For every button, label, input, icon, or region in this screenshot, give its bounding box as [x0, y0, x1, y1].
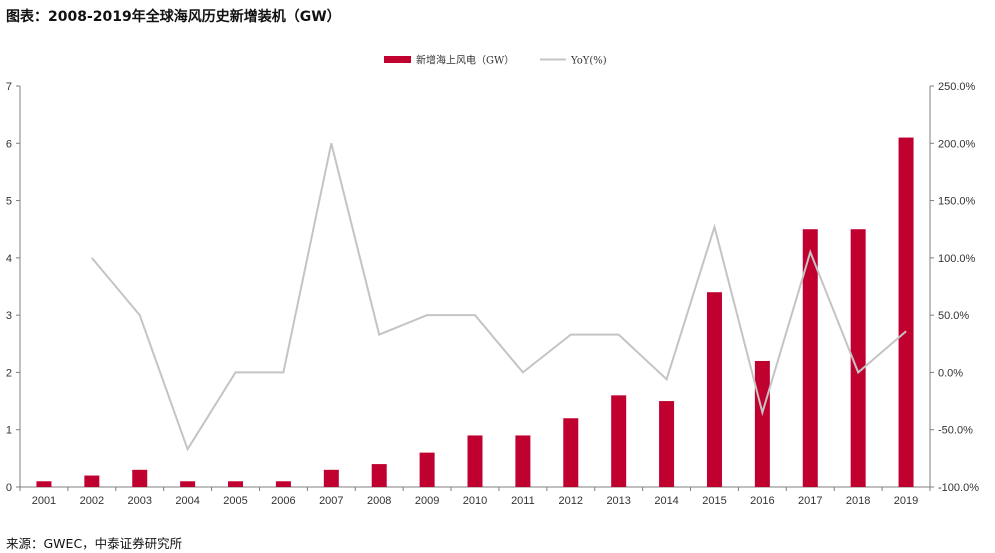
bar — [228, 481, 244, 487]
x-tick-label: 2015 — [702, 495, 726, 507]
right-tick-label: 0.0% — [938, 367, 963, 379]
bar — [467, 435, 483, 487]
x-tick-label: 2016 — [750, 495, 774, 507]
bar — [898, 137, 914, 488]
bar — [323, 469, 339, 487]
legend-line-label: YoY(%) — [570, 56, 607, 67]
left-tick-label: 6 — [6, 138, 12, 150]
x-tick-label: 2005 — [223, 495, 247, 507]
bar — [515, 435, 531, 487]
left-tick-label: 4 — [6, 253, 12, 265]
bar — [611, 395, 627, 487]
x-tick-label: 2003 — [127, 495, 151, 507]
x-tick-label: 2014 — [654, 495, 678, 507]
x-tick-label: 2018 — [846, 495, 870, 507]
x-tick-label: 2012 — [559, 495, 583, 507]
line-series — [91, 143, 907, 452]
legend-bar-swatch — [384, 56, 411, 63]
right-tick-label: 150.0% — [938, 196, 976, 208]
bar — [36, 481, 52, 487]
chart-axes: 0 1 2 3 4 5 6 7 -100.0% -50.0% 0.0% 50.0% 100.0% 150.… — [6, 81, 979, 507]
x-tick-label: 2008 — [367, 495, 391, 507]
left-tick-label: 0 — [6, 482, 12, 494]
right-tick-label: 200.0% — [938, 138, 976, 150]
yoy-line — [91, 143, 907, 452]
bar — [84, 475, 100, 487]
left-tick-label: 5 — [6, 196, 12, 208]
bar — [132, 469, 148, 487]
bar — [180, 481, 196, 487]
chart-legend: 新增海上风电（GW） YoY(%) — [384, 54, 607, 67]
legend-bar-label: 新增海上风电（GW） — [416, 54, 514, 67]
left-tick-label: 3 — [6, 310, 12, 322]
x-tick-label: 2007 — [319, 495, 343, 507]
right-tick-label: 250.0% — [938, 81, 976, 93]
left-tick-label: 1 — [6, 425, 12, 437]
x-tick-label: 2002 — [80, 495, 104, 507]
bar-series — [36, 137, 914, 488]
x-tick-label: 2009 — [415, 495, 439, 507]
bar — [419, 452, 435, 487]
right-tick-label: 100.0% — [938, 253, 976, 265]
source-note: 来源：GWEC，中泰证券研究所 — [6, 536, 183, 551]
bar — [659, 401, 675, 487]
bar — [706, 292, 722, 487]
right-tick-label: -50.0% — [938, 425, 973, 437]
x-tick-label: 2019 — [894, 495, 918, 507]
bar — [563, 418, 579, 487]
x-tick-label: 2010 — [463, 495, 487, 507]
left-tick-label: 2 — [6, 367, 12, 379]
bar — [850, 229, 866, 487]
x-tick-label: 2011 — [511, 495, 535, 507]
x-tick-label: 2004 — [175, 495, 199, 507]
left-tick-label: 7 — [6, 81, 12, 93]
bar — [802, 229, 818, 487]
chart-title: 图表：2008-2019年全球海风历史新增装机（GW） — [6, 9, 341, 25]
bar — [754, 360, 770, 487]
x-tick-label: 2013 — [606, 495, 630, 507]
x-tick-label: 2006 — [271, 495, 295, 507]
bar — [371, 464, 387, 487]
right-tick-label: 50.0% — [938, 310, 969, 322]
right-tick-label: -100.0% — [938, 482, 979, 494]
x-tick-label: 2017 — [798, 495, 822, 507]
bar — [275, 481, 291, 487]
x-tick-label: 2001 — [32, 495, 56, 507]
